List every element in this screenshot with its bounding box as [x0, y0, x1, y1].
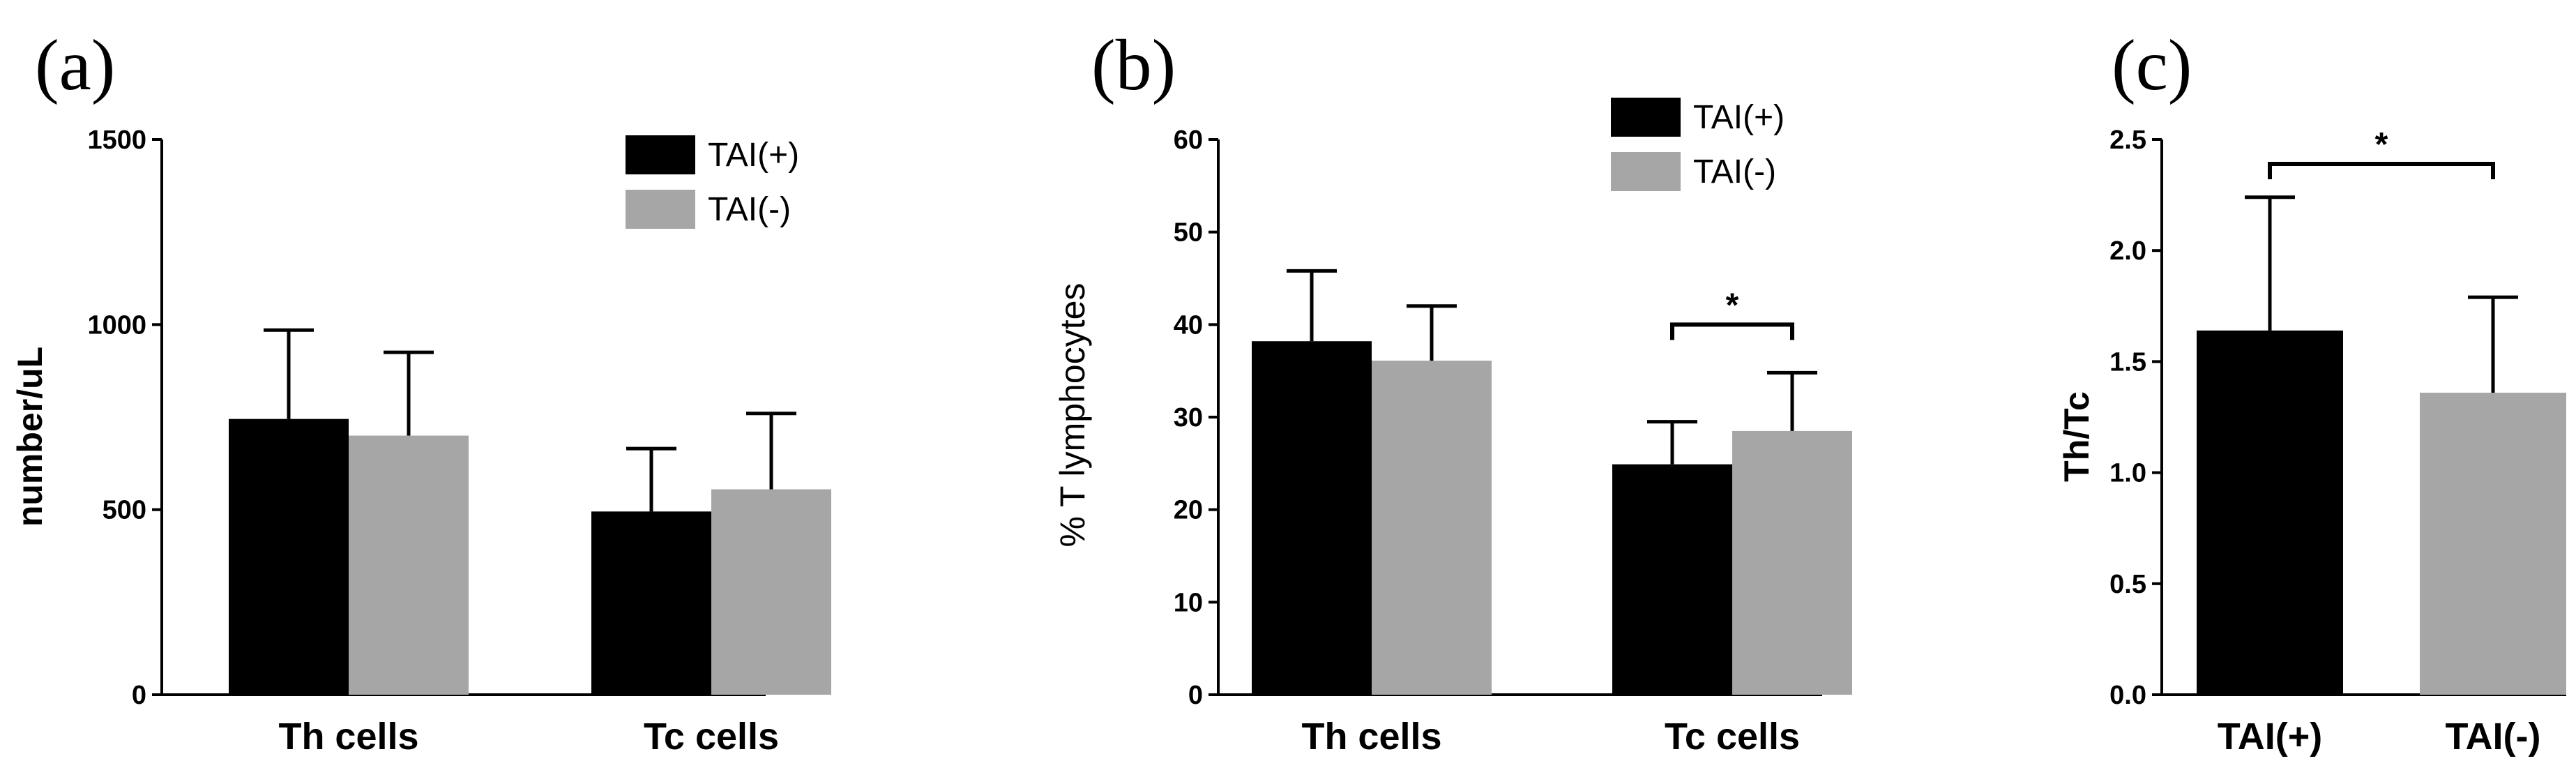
c-bar: [2420, 392, 2566, 695]
a-legend-swatch: [626, 135, 695, 174]
a-legend-label: TAI(-): [708, 191, 791, 228]
a-bar: [711, 489, 831, 695]
c-x-tick-label: TAI(+): [2218, 716, 2322, 757]
panel-c-letter: (c): [2112, 25, 2192, 105]
b-y-tick-label: 30: [1174, 403, 1203, 432]
c-significance-bracket: [2268, 162, 2495, 180]
c-y-tick-label: 0.0: [2109, 681, 2146, 710]
a-legend-label: TAI(+): [708, 137, 799, 174]
a-y-tick-label: 1000: [87, 310, 146, 340]
a-bar: [229, 419, 349, 695]
b-legend-swatch: [1611, 98, 1681, 137]
b-y-tick-label: 60: [1174, 126, 1203, 155]
a-y-tick-label: 500: [103, 496, 146, 525]
panel-c: (c) Th/Tc 0.0 0.5 1.0 1.5 2.0 2.5 TAI(+) TAI(-)…: [2057, 25, 2566, 757]
c-x-tick-label: TAI(-): [2446, 716, 2541, 757]
a-legend-swatch: [626, 190, 695, 229]
b-y-tick-label: 50: [1174, 218, 1203, 248]
b-y-tick-label: 20: [1174, 496, 1203, 525]
panel-a: (a) number/uL 0 500 1000 1500 Th cells Tc cel…: [10, 25, 831, 757]
b-legend-swatch: [1611, 152, 1681, 191]
a-bar: [591, 511, 711, 695]
b-legend-label: TAI(-): [1693, 153, 1776, 190]
b-bar: [1732, 430, 1852, 695]
c-y-tick-label: 1.5: [2109, 347, 2146, 377]
panel-a-letter: (a): [35, 25, 115, 105]
b-y-tick-label: 0: [1188, 681, 1203, 710]
a-y-tick-label: 0: [132, 681, 146, 710]
c-y-tick-label: 2.0: [2109, 236, 2146, 266]
panel-b-letter: (b): [1091, 25, 1176, 105]
b-y-tick-label: 10: [1174, 588, 1203, 617]
a-x-tick-label: Tc cells: [644, 716, 779, 757]
b-x-tick-label: Tc cells: [1665, 716, 1800, 757]
panel-b: (b) % T lymphocytes 0 10 20 30 40 50 60 Th cell…: [1053, 25, 1852, 757]
b-y-tick-label: 40: [1174, 310, 1203, 340]
c-bar: [2197, 330, 2343, 695]
a-y-tick-label: 1500: [87, 126, 146, 155]
c-y-tick-label: 0.5: [2109, 570, 2146, 599]
b-bar: [1252, 341, 1372, 695]
panel-c-marks: 0.0 0.5 1.0 1.5 2.0 2.5 TAI(+) TAI(-) *: [2109, 126, 2566, 757]
a-x-tick-label: Th cells: [278, 716, 418, 757]
c-y-tick-label: 1.0: [2109, 459, 2146, 488]
panel-c-y-axis-title: Th/Tc: [2057, 391, 2096, 482]
c-y-tick-label: 2.5: [2109, 126, 2146, 155]
panel-a-y-axis-title: number/uL: [10, 347, 50, 527]
panel-a-marks: 0 500 1000 1500 Th cells Tc cells TAI(+) TAI(-): [87, 126, 831, 757]
b-bar: [1372, 361, 1492, 695]
panel-b-marks: 0 10 20 30 40 50 60 Th cells Tc cells TAI(+) TAI(-…: [1174, 98, 1852, 757]
c-significance-star: *: [2375, 126, 2388, 163]
b-significance-star: *: [1726, 287, 1739, 324]
b-legend-label: TAI(+): [1693, 99, 1785, 136]
panel-b-y-axis-title: % T lymphocytes: [1053, 283, 1092, 548]
a-bar: [349, 435, 469, 695]
b-x-tick-label: Th cells: [1301, 716, 1441, 757]
b-bar: [1612, 464, 1732, 695]
b-significance-bracket: [1670, 322, 1794, 340]
